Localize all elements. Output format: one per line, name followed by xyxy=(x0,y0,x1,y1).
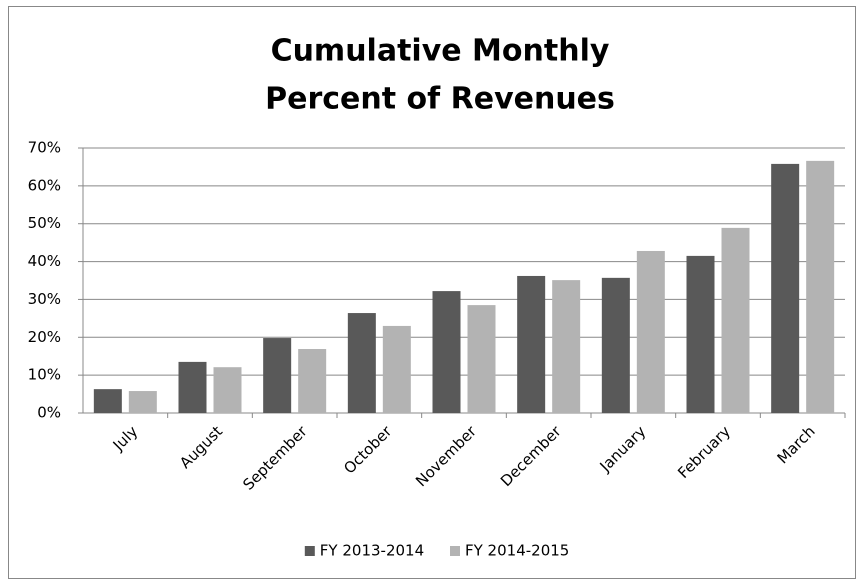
bar xyxy=(347,313,376,413)
bar xyxy=(432,291,461,413)
bar xyxy=(636,250,665,413)
y-tick-label: 0% xyxy=(37,404,61,422)
bar xyxy=(263,338,292,413)
bar xyxy=(517,275,546,413)
bar xyxy=(178,361,207,413)
y-tick-label: 60% xyxy=(28,176,61,194)
chart-title-line: Cumulative Monthly xyxy=(271,34,610,69)
chart-title-line: Percent of Revenues xyxy=(265,82,615,117)
y-tick-label: 30% xyxy=(28,290,61,308)
bar xyxy=(806,160,835,413)
bar xyxy=(128,391,157,413)
y-tick-label: 50% xyxy=(28,214,61,232)
bar xyxy=(771,163,800,413)
bar xyxy=(298,349,327,413)
bar xyxy=(382,325,411,413)
bar xyxy=(552,280,581,413)
bar xyxy=(93,389,122,413)
legend-swatch xyxy=(450,546,460,556)
bar xyxy=(467,305,496,413)
legend-label: FY 2013-2014 xyxy=(320,542,424,560)
legend-label: FY 2014-2015 xyxy=(465,542,569,560)
legend-swatch xyxy=(304,546,315,556)
y-tick-label: 40% xyxy=(28,252,61,270)
bar xyxy=(686,255,715,413)
bar xyxy=(213,367,242,413)
y-tick-label: 70% xyxy=(28,139,61,157)
y-tick-label: 10% xyxy=(28,366,61,384)
y-tick-label: 20% xyxy=(28,328,61,346)
bar xyxy=(601,277,630,413)
bar xyxy=(721,227,750,413)
